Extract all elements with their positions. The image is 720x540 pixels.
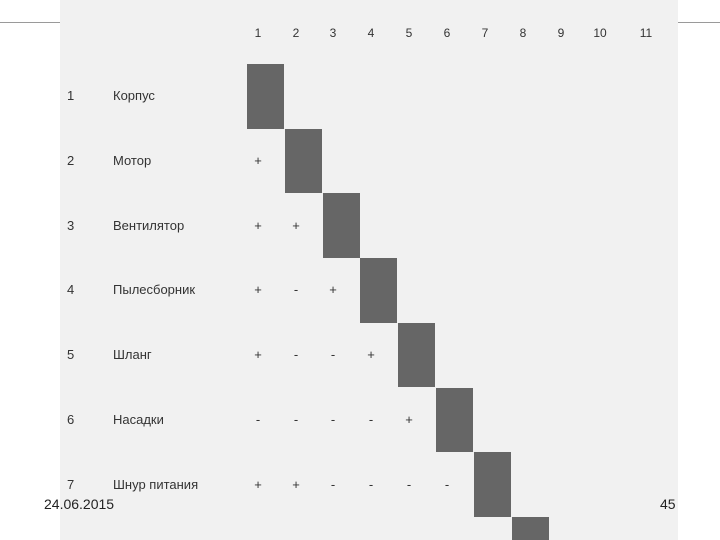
- diagonal-cell: [474, 452, 511, 517]
- diagonal-cell: [360, 258, 397, 323]
- matrix-cell-mark: -: [406, 476, 412, 492]
- matrix-cell-mark: -: [368, 411, 374, 427]
- row-number: 5: [67, 347, 75, 363]
- row-label: Вентилятор: [113, 217, 185, 233]
- column-header: 5: [405, 26, 413, 40]
- matrix-cell-mark: -: [330, 347, 336, 363]
- row-label: Мотор: [113, 153, 152, 169]
- page-number: 45: [660, 496, 676, 512]
- column-header: 9: [557, 26, 565, 40]
- row-label: Насадки: [113, 411, 164, 427]
- column-header: 10: [593, 26, 607, 40]
- diagonal-cell: [285, 128, 322, 194]
- column-header: 1: [254, 26, 262, 40]
- diagonal-cell: [512, 516, 549, 540]
- diagonal-cell: [436, 387, 473, 453]
- column-header: 8: [519, 26, 527, 40]
- diagonal-cell: [398, 322, 435, 388]
- matrix-cell-mark: +: [254, 282, 262, 298]
- footer-date: 24.06.2015: [44, 496, 115, 512]
- row-number: 3: [67, 217, 75, 233]
- column-header: 2: [292, 26, 300, 40]
- row-number: 1: [67, 88, 75, 104]
- matrix-cell-mark: +: [254, 217, 262, 233]
- matrix-cell-mark: -: [255, 411, 261, 427]
- row-number: 2: [67, 153, 75, 169]
- matrix-cell-mark: -: [368, 476, 374, 492]
- matrix-cell-mark: -: [330, 476, 336, 492]
- corner-line-right: [678, 22, 720, 23]
- row-number: 4: [67, 282, 75, 298]
- matrix-cell-mark: -: [293, 347, 299, 363]
- row-label: Шланг: [113, 347, 152, 363]
- diagonal-cell: [323, 193, 360, 259]
- corner-line-left: [0, 22, 60, 23]
- matrix-cell-mark: -: [330, 411, 336, 427]
- row-label: Корпус: [113, 88, 155, 104]
- matrix-cell-mark: -: [293, 411, 299, 427]
- matrix-cell-mark: -: [444, 476, 450, 492]
- row-label: Шнур питания: [113, 476, 199, 492]
- matrix-cell-mark: +: [254, 153, 262, 169]
- matrix-cell-mark: +: [329, 282, 337, 298]
- matrix-cell-mark: +: [405, 411, 413, 427]
- matrix-cell-mark: +: [254, 347, 262, 363]
- column-header: 11: [639, 26, 653, 40]
- row-label: Пылесборник: [113, 282, 196, 298]
- row-number: 7: [67, 476, 75, 492]
- matrix-cell-mark: +: [254, 476, 262, 492]
- matrix-cell-mark: -: [293, 282, 299, 298]
- column-header: 7: [481, 26, 489, 40]
- column-header: 3: [329, 26, 337, 40]
- column-header: 6: [443, 26, 451, 40]
- column-header: 4: [367, 26, 375, 40]
- matrix-cell-mark: +: [292, 476, 300, 492]
- matrix-cell-mark: +: [367, 347, 375, 363]
- row-number: 6: [67, 411, 75, 427]
- diagonal-cell: [247, 64, 284, 129]
- matrix-cell-mark: +: [292, 217, 300, 233]
